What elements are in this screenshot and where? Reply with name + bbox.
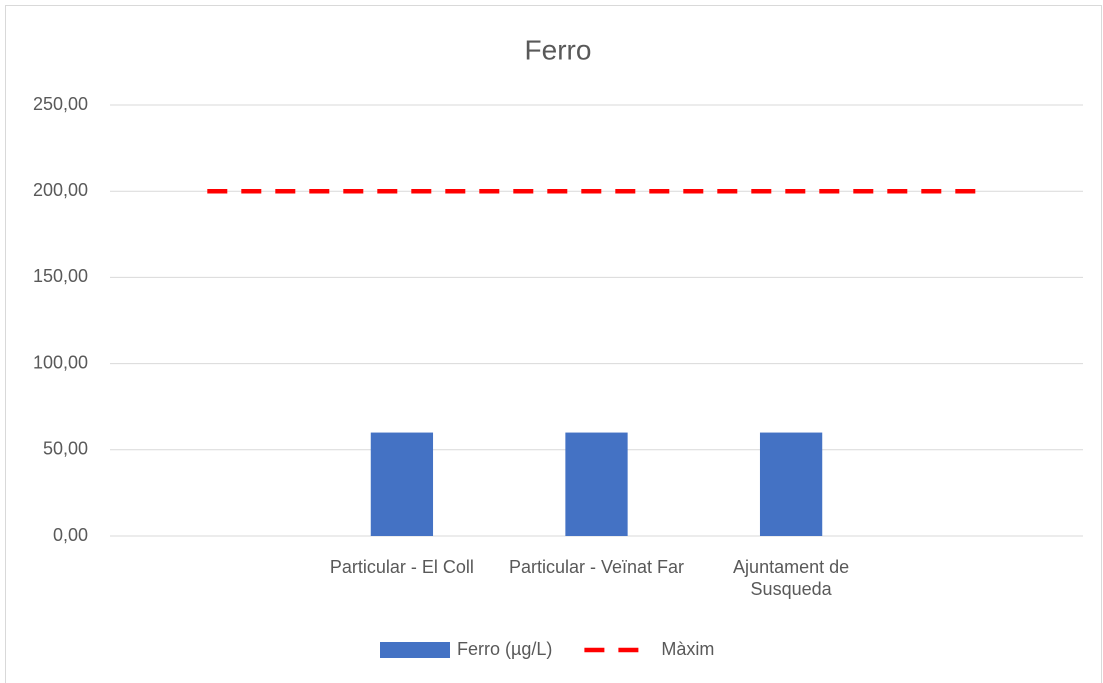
y-tick-label: 250,00 (33, 94, 88, 114)
bar (370, 432, 434, 536)
legend-swatch (380, 642, 450, 658)
legend-label: Màxim (661, 639, 714, 659)
y-tick-label: 200,00 (33, 180, 88, 200)
x-tick-label: Ajuntament de Susqueda (733, 557, 850, 599)
y-tick-label: 0,00 (53, 525, 88, 545)
bar (759, 432, 823, 536)
y-tick-label: 100,00 (33, 352, 88, 372)
x-tick-label-box: Ajuntament de Susqueda (733, 557, 850, 599)
x-tick-label: Particular - El Coll (329, 557, 474, 577)
x-tick-label-box: Particular - El Coll (329, 557, 474, 577)
x-tick-label-box: Particular - Veïnat Far (508, 557, 685, 577)
legend-label: Ferro (µg/L) (457, 639, 552, 659)
x-tick-label: Particular - Veïnat Far (508, 557, 685, 577)
bar (565, 432, 628, 536)
y-tick-label: 50,00 (43, 439, 88, 459)
y-tick-label: 150,00 (33, 266, 88, 286)
chart-border (5, 5, 1102, 683)
chart-title: Ferro (525, 34, 592, 65)
